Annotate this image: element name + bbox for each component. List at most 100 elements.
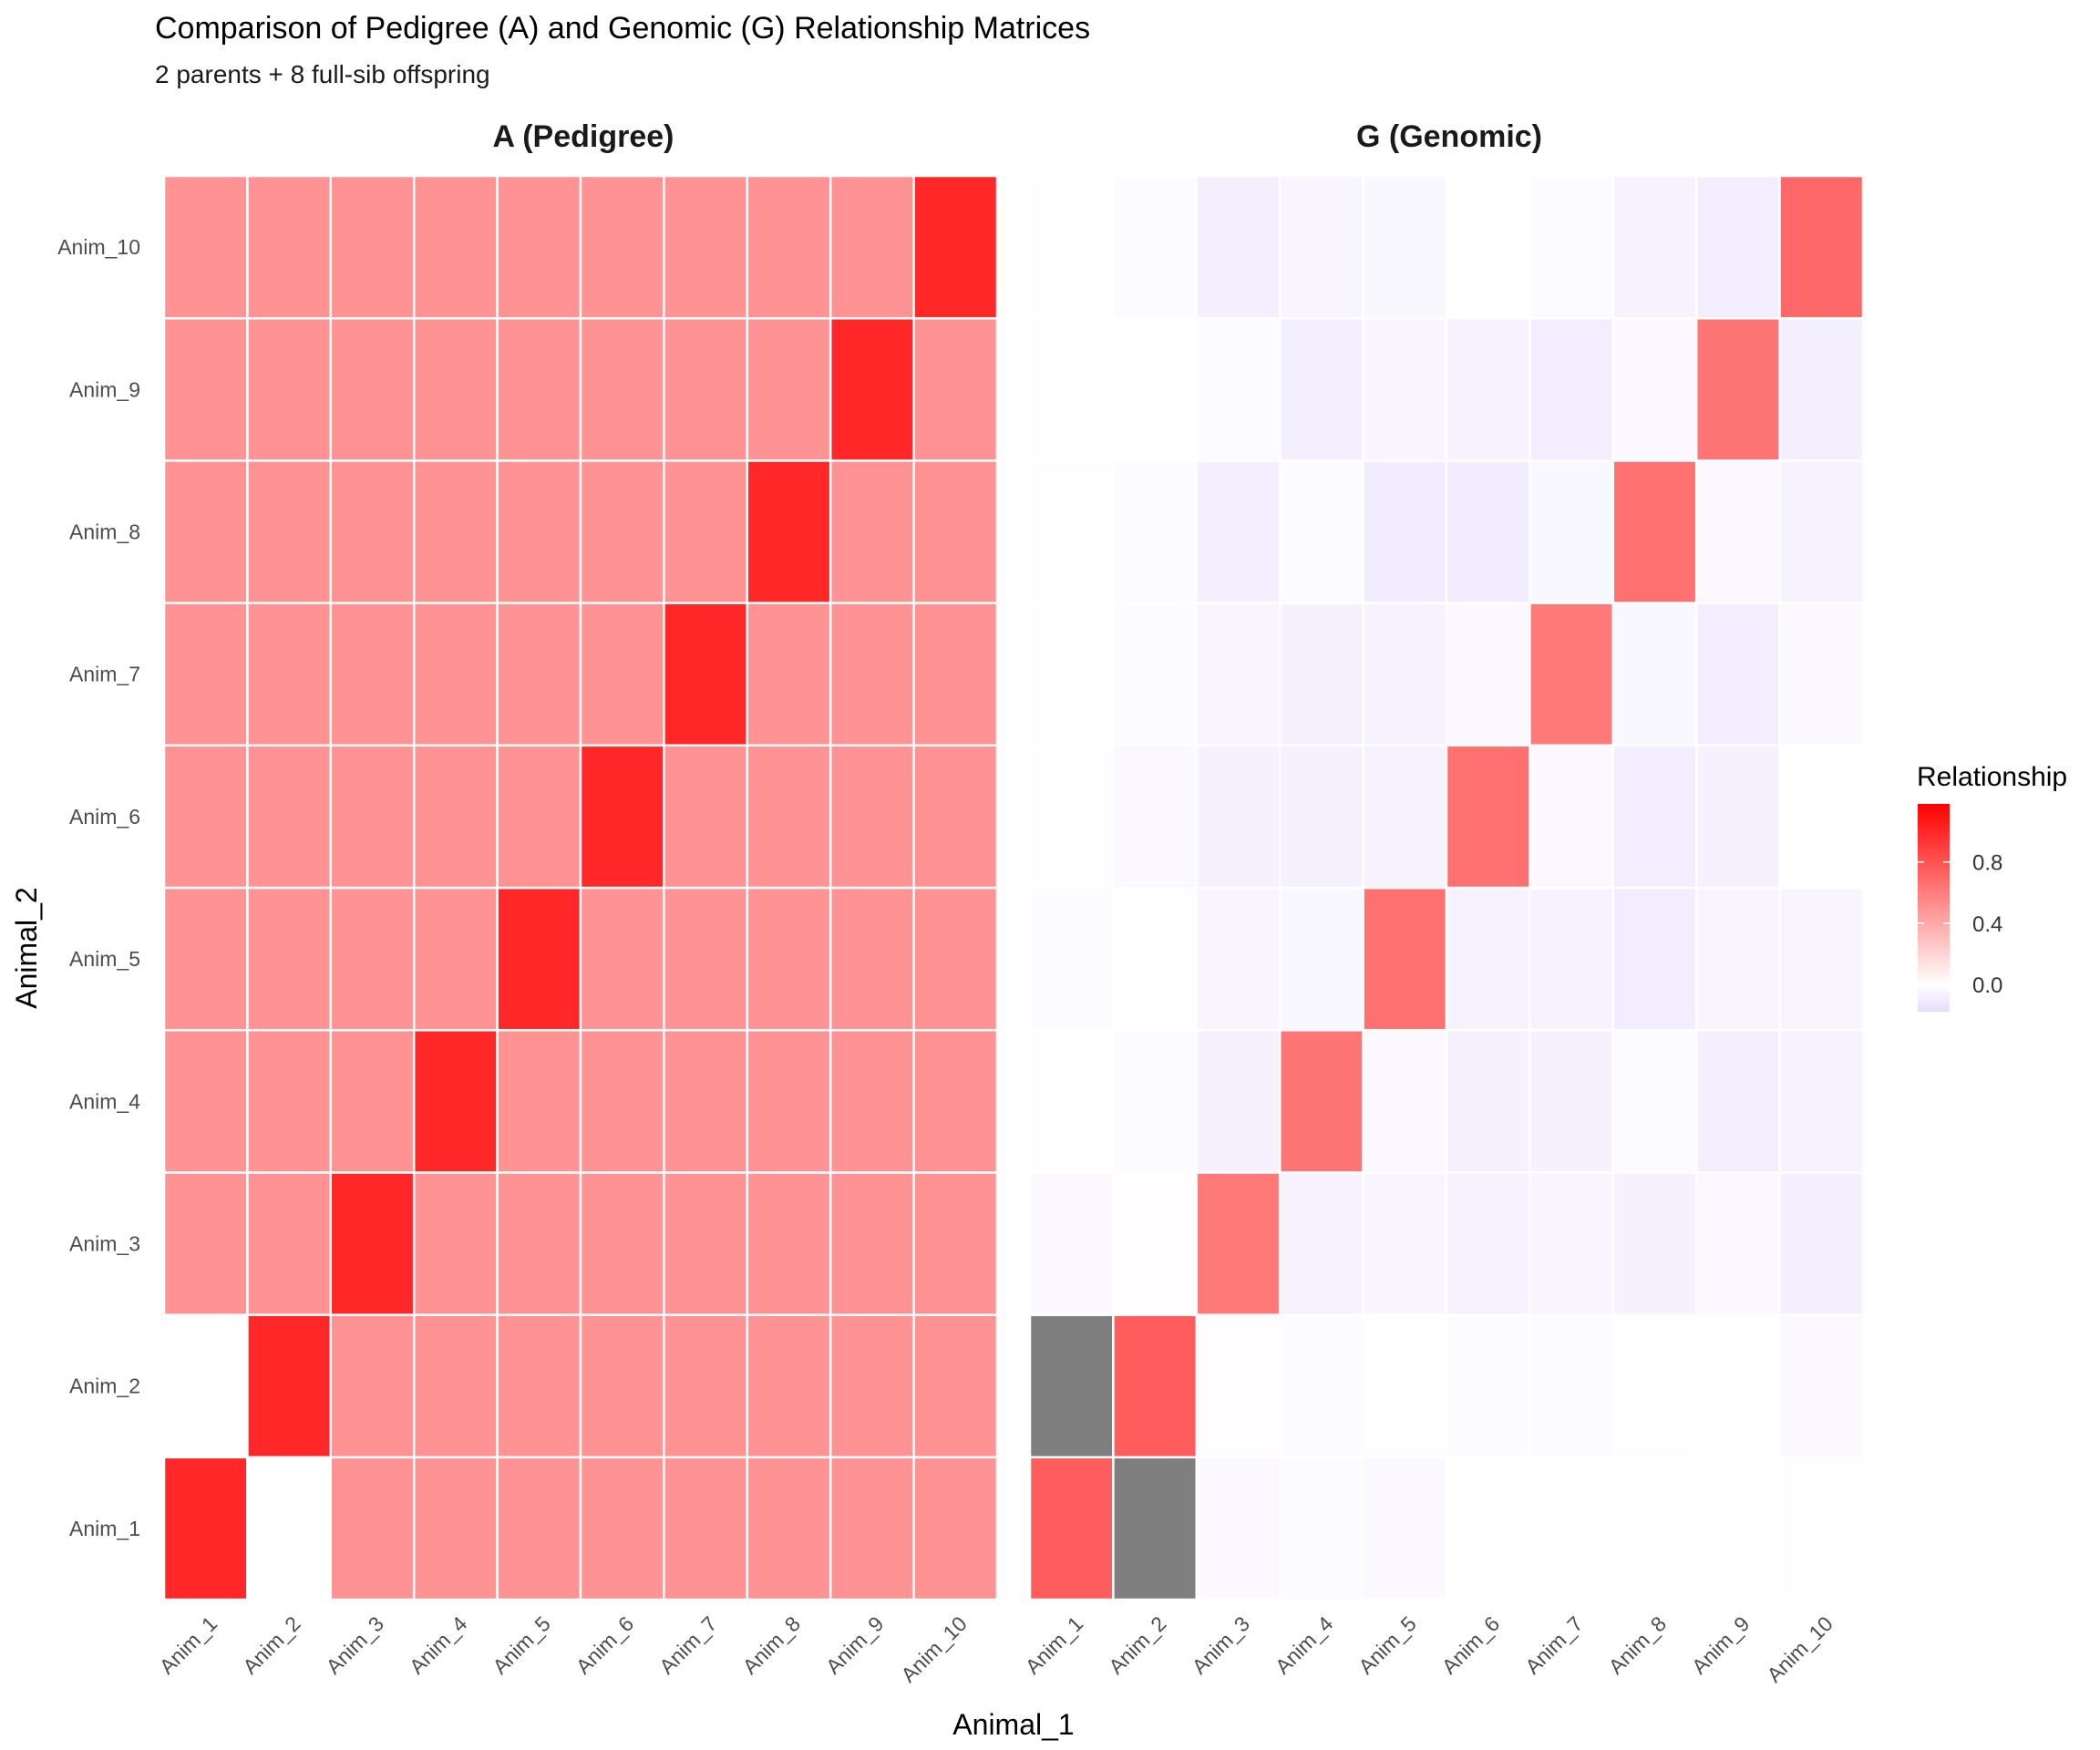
heatmap-cell bbox=[1278, 174, 1364, 320]
heatmap-cell bbox=[1362, 744, 1448, 890]
heatmap-cell bbox=[912, 1171, 999, 1316]
heatmap-cell bbox=[162, 602, 249, 747]
heatmap-cell bbox=[1028, 459, 1115, 604]
heatmap-cell bbox=[162, 316, 249, 462]
heatmap-cell bbox=[496, 1456, 582, 1601]
heatmap-cell bbox=[1778, 602, 1865, 747]
heatmap-cell bbox=[1694, 316, 1781, 462]
heatmap-cell bbox=[1529, 744, 1615, 890]
heatmap-cell bbox=[1028, 886, 1115, 1032]
x-tick-label: Anim_6 bbox=[1437, 1611, 1505, 1679]
heatmap-cell bbox=[1028, 174, 1115, 320]
heatmap-cell bbox=[1611, 1313, 1698, 1459]
heatmap-cell bbox=[829, 316, 915, 462]
x-tick-label: Anim_5 bbox=[1354, 1611, 1421, 1679]
heatmap-cell bbox=[663, 316, 749, 462]
heatmap-cell bbox=[829, 174, 915, 320]
heatmap-cell bbox=[1694, 602, 1781, 747]
heatmap-cell bbox=[746, 1456, 832, 1601]
heatmap-cell bbox=[1778, 744, 1865, 890]
panel-a-heatmap bbox=[162, 174, 999, 1601]
y-tick-label: Anim_4 bbox=[69, 1089, 140, 1113]
heatmap-cell bbox=[1362, 1313, 1448, 1459]
heatmap-cell bbox=[1195, 1028, 1282, 1174]
x-tick-label: Anim_3 bbox=[1188, 1611, 1255, 1679]
heatmap-cell bbox=[1611, 1171, 1698, 1316]
heatmap-cell bbox=[1778, 1028, 1865, 1174]
heatmap-cell bbox=[1195, 886, 1282, 1032]
heatmap-cell bbox=[1195, 316, 1282, 462]
legend-tick-label: 0.0 bbox=[1972, 973, 2002, 998]
heatmap-cell bbox=[912, 174, 999, 320]
heatmap-cell bbox=[162, 886, 249, 1032]
heatmap-cell bbox=[1112, 1171, 1199, 1316]
y-tick-label: Anim_8 bbox=[69, 520, 140, 544]
heatmap-cell bbox=[162, 174, 249, 320]
x-tick-label: Anim_3 bbox=[322, 1611, 389, 1679]
panel-a-title: A (Pedigree) bbox=[492, 119, 674, 154]
heatmap-cell bbox=[246, 316, 333, 462]
heatmap-cell bbox=[329, 886, 416, 1032]
y-tick-label: Anim_9 bbox=[69, 377, 140, 401]
y-tick-label: Anim_10 bbox=[57, 235, 140, 259]
x-tick-label: Anim_7 bbox=[1520, 1611, 1588, 1679]
heatmap-cell bbox=[912, 1313, 999, 1459]
heatmap-cell bbox=[1778, 1171, 1865, 1316]
heatmap-cell bbox=[1445, 886, 1531, 1032]
y-tick-label: Anim_2 bbox=[69, 1374, 140, 1398]
x-tick-label: Anim_10 bbox=[896, 1611, 972, 1687]
x-tick-label: Anim_8 bbox=[738, 1611, 806, 1679]
heatmap-cell bbox=[746, 459, 832, 604]
chart-subtitle: 2 parents + 8 full-sib offspring bbox=[155, 60, 490, 88]
heatmap-cell bbox=[412, 886, 499, 1032]
heatmap-cell bbox=[162, 1313, 249, 1459]
heatmap-cell bbox=[1445, 316, 1531, 462]
heatmap-cell bbox=[1028, 1313, 1115, 1459]
heatmap-cell bbox=[663, 174, 749, 320]
heatmap-cell bbox=[1195, 1456, 1282, 1601]
heatmap-cell bbox=[579, 1313, 665, 1459]
heatmap-cell bbox=[663, 886, 749, 1032]
heatmap-cell bbox=[663, 1171, 749, 1316]
heatmap-cell bbox=[829, 1456, 915, 1601]
heatmap-cell bbox=[1362, 1456, 1448, 1601]
heatmap-cell bbox=[579, 174, 665, 320]
heatmap-cell bbox=[162, 1028, 249, 1174]
heatmap-cell bbox=[329, 1171, 416, 1316]
heatmap-cell bbox=[663, 1028, 749, 1174]
heatmap-cell bbox=[912, 459, 999, 604]
heatmap-cell bbox=[912, 602, 999, 747]
heatmap-cell bbox=[1112, 602, 1199, 747]
heatmap-cell bbox=[246, 174, 333, 320]
heatmap-cell bbox=[329, 602, 416, 747]
legend-tick-label: 0.8 bbox=[1972, 851, 2002, 876]
heatmap-cell bbox=[829, 886, 915, 1032]
heatmap-cell bbox=[1028, 602, 1115, 747]
heatmap-cell bbox=[1694, 1171, 1781, 1316]
heatmap-cell bbox=[746, 602, 832, 747]
heatmap-cell bbox=[1694, 1028, 1781, 1174]
heatmap-cell bbox=[1529, 602, 1615, 747]
heatmap-cell bbox=[1112, 1456, 1199, 1601]
heatmap-cell bbox=[1195, 1171, 1282, 1316]
heatmap-cell bbox=[1445, 1456, 1531, 1601]
heatmap-cell bbox=[663, 459, 749, 604]
heatmap-cell bbox=[496, 1313, 582, 1459]
heatmap-cell bbox=[1112, 316, 1199, 462]
heatmap-cell bbox=[829, 459, 915, 604]
heatmap-cell bbox=[912, 1028, 999, 1174]
heatmap-cell bbox=[1611, 886, 1698, 1032]
heatmap-cell bbox=[746, 1171, 832, 1316]
heatmap-cell bbox=[1278, 1028, 1364, 1174]
heatmap-cell bbox=[1529, 1028, 1615, 1174]
heatmap-cell bbox=[1362, 1171, 1448, 1316]
heatmap-cell bbox=[162, 1456, 249, 1601]
heatmap-cell bbox=[912, 744, 999, 890]
legend-title: Relationship bbox=[1917, 762, 2067, 792]
heatmap-cell bbox=[412, 316, 499, 462]
heatmap-cell bbox=[1362, 174, 1448, 320]
heatmap-cell bbox=[1694, 1313, 1781, 1459]
heatmap-cell bbox=[1778, 459, 1865, 604]
heatmap-cell bbox=[1112, 1028, 1199, 1174]
heatmap-cell bbox=[1195, 1313, 1282, 1459]
